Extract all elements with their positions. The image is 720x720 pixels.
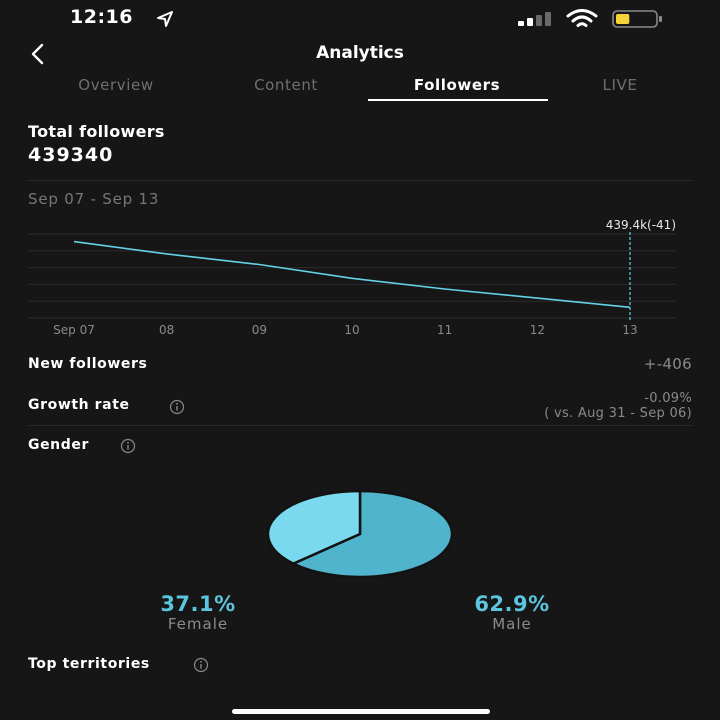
page-title: Analytics: [316, 43, 404, 63]
female-slice: [266, 489, 362, 566]
x-tick-label: 11: [437, 323, 452, 337]
female-label: Female: [167, 615, 229, 633]
battery-icon: [612, 10, 662, 28]
tab-followers[interactable]: Followers: [413, 76, 501, 94]
tab-live[interactable]: LIVE: [602, 76, 638, 94]
male-slice: [290, 489, 454, 579]
total-followers-label: Total followers: [28, 122, 165, 141]
date-range[interactable]: Sep 07 - Sep 13: [28, 190, 160, 208]
cellular-signal-icon: [518, 12, 551, 26]
marker-value-label: 439.4k(-41): [606, 218, 676, 232]
female-percentage: 37.1%: [160, 592, 236, 616]
chevron-left-icon[interactable]: [24, 40, 52, 68]
growth-rate-value: -0.09%: [644, 391, 692, 406]
gender-label: Gender: [28, 437, 89, 453]
growth-rate-compare: ( vs. Aug 31 - Sep 06): [544, 406, 692, 421]
x-tick-label: Sep 07: [53, 323, 95, 337]
total-followers-value: 439340: [28, 144, 114, 166]
growth-rate-label: Growth rate: [28, 397, 130, 413]
tab-content[interactable]: Content: [254, 76, 318, 94]
home-indicator: [232, 709, 490, 714]
male-label: Male: [492, 615, 532, 633]
tab-overview[interactable]: Overview: [78, 76, 154, 94]
divider: [28, 180, 693, 181]
new-followers-label: New followers: [28, 356, 148, 372]
gender-pie-chart: [266, 489, 454, 579]
followers-series-line: [73, 240, 631, 309]
x-tick-label: 10: [344, 323, 359, 337]
divider: [28, 425, 693, 426]
followers-line-chart: Sep 07 08 09 10 11 12 13 439.4k(-41): [28, 218, 676, 337]
x-tick-label: 09: [252, 323, 267, 337]
territories-info-icon[interactable]: [193, 657, 209, 673]
male-percentage: 62.9%: [474, 592, 550, 616]
status-time: 12:16: [70, 6, 133, 28]
new-followers-value: +-406: [643, 355, 692, 373]
location-arrow-icon: [157, 11, 173, 27]
top-territories-label: Top territories: [28, 656, 150, 672]
x-tick-label: 12: [530, 323, 545, 337]
x-tick-label: 13: [622, 323, 637, 337]
gender-info-icon[interactable]: [120, 438, 136, 454]
growth-rate-info-icon[interactable]: [169, 399, 185, 415]
wifi-icon: [566, 9, 598, 27]
x-tick-label: 08: [159, 323, 174, 337]
active-tab-indicator: [368, 99, 548, 101]
